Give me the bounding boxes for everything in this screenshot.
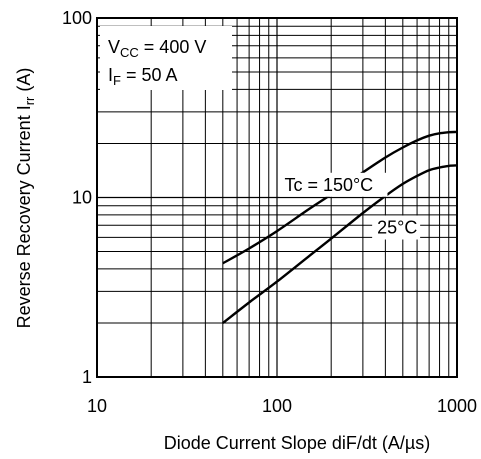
conditions-box <box>100 26 232 90</box>
condition-main: V <box>108 37 120 57</box>
annotations: VCC = 400 V IF = 50 A Tc = 150°C 25°C <box>100 26 421 240</box>
series-0-line <box>222 130 458 265</box>
y-tick-label: 1 <box>82 367 92 387</box>
x-tick-label: 10 <box>87 396 107 416</box>
x-tick-label: 1000 <box>437 396 477 416</box>
condition-sub: CC <box>120 45 139 60</box>
y-axis-title-unit: (A) <box>14 68 34 97</box>
condition-rest: = 50 A <box>121 65 178 85</box>
condition-label: IF = 50 A <box>108 65 178 88</box>
y-tick-label: 10 <box>72 188 92 208</box>
condition-rest: = 400 V <box>139 37 207 57</box>
series-0-label: Tc = 150°C <box>284 175 373 195</box>
condition-sub: F <box>113 73 121 88</box>
y-tick-label: 100 <box>62 8 92 28</box>
tick-labels: 10 100 1000 1 10 100 <box>62 8 477 416</box>
series-label-box <box>372 215 421 240</box>
series-label-box <box>279 172 388 197</box>
x-axis-title: Diode Current Slope diF/dt (A/µs) <box>164 433 430 453</box>
condition-label: VCC = 400 V <box>108 37 206 60</box>
y-axis-title-main: Reverse Recovery Current I <box>14 105 34 328</box>
y-axis-title-sub: rr <box>22 96 37 105</box>
plot-frame <box>96 17 458 378</box>
x-tick-label: 100 <box>262 396 292 416</box>
y-axis-title: Reverse Recovery Current Irr (A) <box>14 68 37 329</box>
condition-main: I <box>108 65 113 85</box>
series-1-label: 25°C <box>377 218 417 238</box>
